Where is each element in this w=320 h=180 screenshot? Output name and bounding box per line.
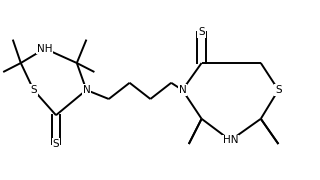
Text: S: S bbox=[198, 27, 205, 37]
Text: NH: NH bbox=[37, 44, 52, 54]
Text: S: S bbox=[30, 85, 37, 95]
Text: N: N bbox=[179, 85, 186, 95]
Text: S: S bbox=[275, 85, 282, 95]
Text: N: N bbox=[83, 85, 90, 95]
Text: S: S bbox=[53, 139, 59, 149]
Text: HN: HN bbox=[223, 135, 238, 145]
